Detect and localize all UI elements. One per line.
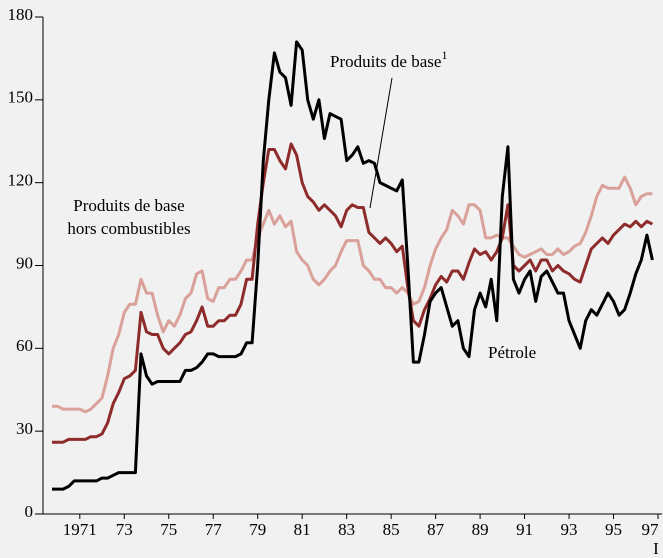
annotation-pointer — [369, 77, 393, 209]
x-tick-label: 85 — [383, 520, 400, 539]
y-tick-label: 150 — [8, 88, 34, 107]
x-tick-label: 89 — [472, 520, 489, 539]
y-tick-label: 60 — [16, 336, 33, 355]
annotation: Produits de base — [73, 196, 184, 215]
x-tick-label: 75 — [160, 520, 177, 539]
x-sublabel: I — [653, 539, 659, 558]
x-tick-label: 73 — [116, 520, 133, 539]
x-tick-label: 93 — [561, 520, 578, 539]
y-tick-label: 0 — [25, 502, 34, 521]
y-tick-label: 120 — [8, 171, 34, 190]
annotation: Produits de base1 — [330, 48, 447, 71]
series-line — [52, 175, 653, 414]
x-tick-label: 83 — [338, 520, 355, 539]
x-tick-label: 97 — [642, 520, 660, 539]
annotation: hors combustibles — [67, 219, 190, 238]
x-tick-label: 87 — [427, 520, 445, 539]
x-tick-label: 77 — [205, 520, 223, 539]
annotation-text: Produits de base — [330, 52, 441, 71]
y-tick-label: 180 — [8, 5, 34, 24]
annotation-sup: 1 — [441, 48, 447, 62]
series-line — [52, 142, 654, 444]
x-tick-label: 91 — [516, 520, 533, 539]
x-tick-label: 79 — [249, 520, 266, 539]
x-tick-label: 1971 — [63, 520, 97, 539]
y-tick-label: 90 — [16, 253, 33, 272]
y-tick-label: 30 — [16, 419, 33, 438]
x-tick-label: 95 — [605, 520, 622, 539]
series-line — [52, 40, 654, 491]
x-tick-label: 81 — [294, 520, 311, 539]
annotation: Pétrole — [488, 343, 536, 362]
